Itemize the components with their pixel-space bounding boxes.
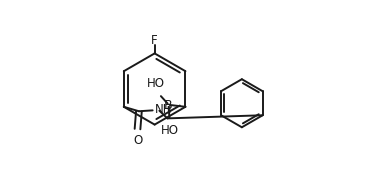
- Text: HO: HO: [146, 77, 164, 90]
- Text: HO: HO: [160, 124, 178, 137]
- Text: F: F: [151, 33, 158, 47]
- Text: NH: NH: [155, 103, 173, 116]
- Text: B: B: [164, 98, 173, 112]
- Text: O: O: [133, 134, 142, 147]
